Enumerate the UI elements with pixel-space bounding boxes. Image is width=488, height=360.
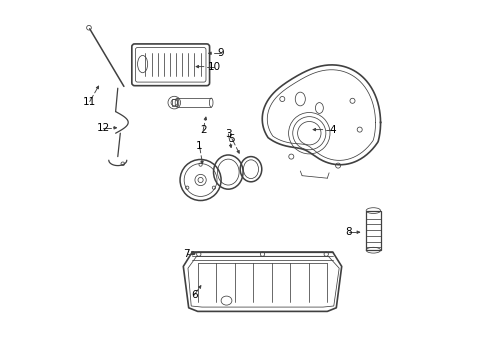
Text: 4: 4	[329, 125, 335, 135]
Text: 6: 6	[190, 290, 197, 300]
Text: 7: 7	[183, 249, 190, 259]
Text: 3: 3	[224, 129, 231, 139]
Text: 2: 2	[200, 125, 206, 135]
Bar	[366, 211, 380, 250]
Text: 10: 10	[207, 62, 220, 72]
Text: 12: 12	[97, 123, 110, 133]
Text: 1: 1	[196, 141, 203, 151]
Text: 5: 5	[228, 134, 235, 144]
Bar	[171, 99, 177, 106]
Text: 8: 8	[345, 227, 351, 237]
Text: 9: 9	[217, 48, 224, 58]
Text: 11: 11	[83, 96, 96, 107]
